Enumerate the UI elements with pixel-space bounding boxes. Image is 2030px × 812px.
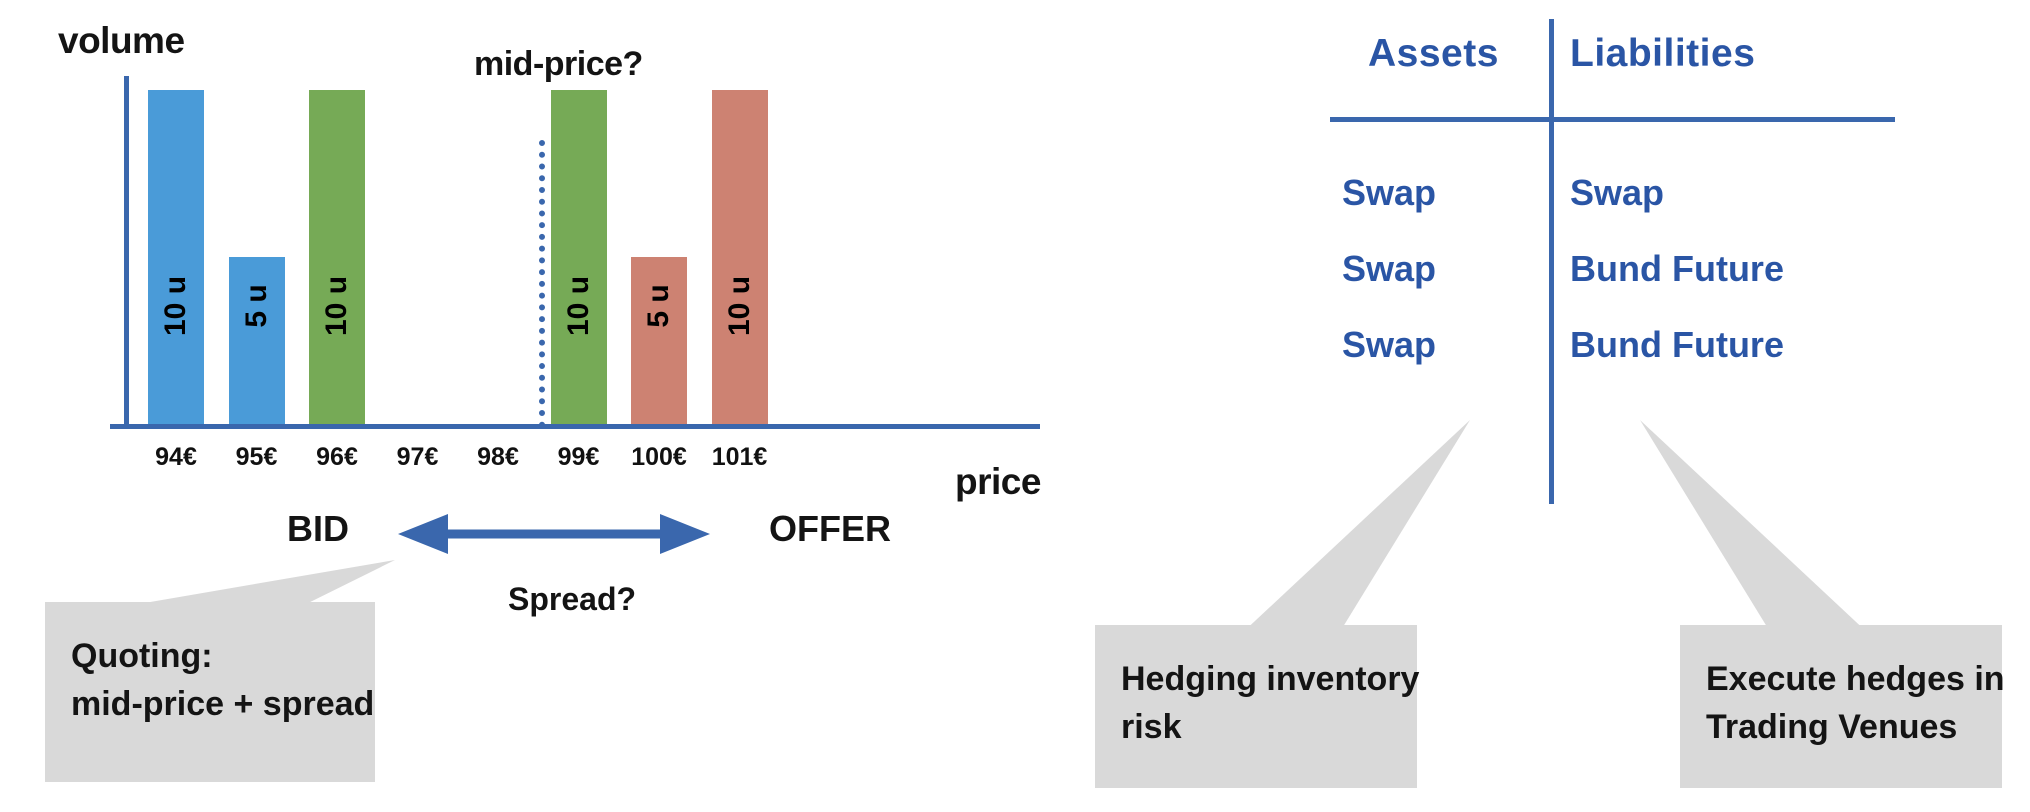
bar-series: 10 u 5 u 10 u 10 u 5 u 10 u — [0, 0, 1080, 427]
bar-94eur: 10 u — [148, 90, 204, 424]
bar-value-label: 10 u — [159, 275, 192, 337]
spread-double-arrow-icon — [398, 514, 710, 554]
callout-execute-body: Execute hedges in Trading Venues — [1680, 625, 2005, 788]
bar-value-label: 5 u — [239, 284, 273, 328]
bar-99eur: 10 u — [550, 90, 607, 424]
callout-quoting-line1: Quoting: — [71, 637, 213, 675]
y-axis-title: volume — [58, 20, 185, 61]
x-tick-2: 95€ — [235, 443, 278, 471]
x-axis-line — [110, 424, 1040, 429]
callout-quoting-body: Quoting: mid-price + spread — [45, 602, 375, 782]
bar-101eur: 10 u — [711, 90, 768, 424]
spread-annotation-label: Spread? — [508, 581, 637, 617]
y-axis-line — [124, 76, 129, 427]
x-tick-5: 98€ — [477, 443, 519, 471]
balance-sheet-asset-row: Swap — [1342, 324, 1437, 365]
bar-value-label: 5 u — [642, 284, 675, 328]
order-book-chart: volume price mid-price? 10 u 5 u 10 u 10 u 5… — [0, 0, 1080, 782]
callout-hedging-line1: Hedging inventory — [1121, 660, 1420, 698]
callout-execute-line1: Execute hedges in — [1706, 660, 2005, 698]
callout-quoting-line2: mid-price + spread — [71, 685, 375, 724]
balance-sheet-header-assets: Assets — [1368, 32, 1499, 75]
x-tick-1: 94€ — [155, 443, 197, 471]
callout-hedging-line2: risk — [1121, 708, 1182, 747]
x-tick-3: 96€ — [316, 443, 358, 471]
balance-sheet-asset-row: Swap — [1342, 248, 1437, 289]
balance-sheet-liability-row: Bund Future — [1570, 248, 1784, 289]
balance-sheet-vertical-divider — [1549, 19, 1554, 504]
balance-sheet-horizontal-rule — [1330, 117, 1895, 122]
bar-96eur: 10 u — [309, 90, 365, 424]
callout-tail-execute — [1640, 420, 1870, 635]
balance-sheet-liability-row: Bund Future — [1570, 324, 1784, 365]
bar-95eur: 5 u — [228, 257, 285, 424]
x-tick-7: 100€ — [631, 443, 687, 471]
bar-100eur: 5 u — [631, 257, 687, 424]
x-tick-6: 99€ — [557, 443, 600, 471]
callout-tail-hedging — [1240, 420, 1470, 635]
mid-price-annotation-label: mid-price? — [474, 45, 643, 83]
balance-sheet-asset-row: Swap — [1342, 172, 1437, 213]
bar-value-label: 10 u — [320, 275, 353, 337]
balance-sheet-header-liabilities: Liabilities — [1570, 32, 1756, 75]
callout-hedging-body: Hedging inventory risk — [1095, 625, 1420, 788]
offer-side-label: OFFER — [769, 508, 891, 549]
balance-sheet-liability-row: Swap — [1570, 172, 1665, 213]
callout-execute-line2: Trading Venues — [1706, 708, 1958, 747]
balance-sheet-table: Assets Liabilities Swap Swap Swap Swap Bund … — [1280, 0, 2030, 812]
x-tick-8: 101€ — [711, 443, 768, 471]
mid-price-dotted-line — [539, 140, 545, 428]
x-tick-4: 97€ — [396, 443, 439, 471]
bid-side-label: BID — [287, 508, 349, 549]
bar-value-label: 10 u — [561, 275, 595, 337]
x-axis-title: price — [955, 461, 1041, 502]
bar-value-label: 10 u — [722, 275, 756, 337]
